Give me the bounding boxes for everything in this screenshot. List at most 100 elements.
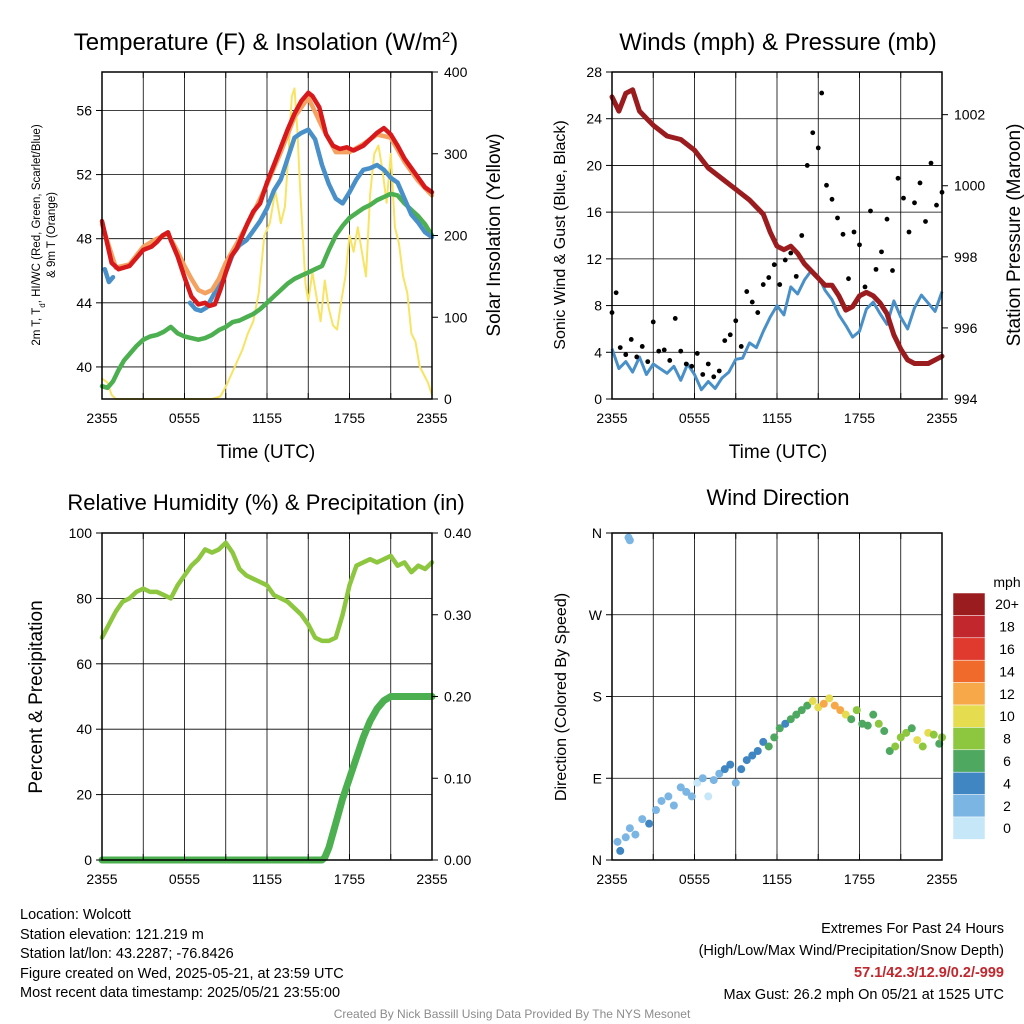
direction-point: [863, 721, 872, 730]
temp-xtick-4: 2355: [416, 410, 447, 426]
rh-ytick-right-3: 0.30: [444, 607, 471, 623]
rh-ytick-5: 100: [69, 525, 93, 541]
gust-point: [819, 90, 825, 96]
gust-point: [766, 275, 772, 280]
gust-point: [879, 249, 884, 255]
series-2m-t-line: [99, 90, 435, 309]
direction-point: [726, 760, 735, 769]
direction-point: [841, 710, 850, 719]
direction-ylabel-left: Direction (Colored By Speed): [553, 593, 570, 801]
extremes-title: Extremes For Past 24 Hours: [821, 921, 1004, 937]
direction-point: [775, 724, 784, 733]
gust-point: [824, 182, 829, 188]
wind-ytick-1: 4: [594, 344, 602, 360]
extremes-legend: (High/Low/Max Wind/Precipitation/Snow De…: [698, 943, 1004, 959]
temperature-grid: [102, 72, 432, 399]
humidity-grid: [102, 533, 432, 860]
direction-point: [704, 792, 713, 801]
colorbar-label-1: 18: [999, 619, 1015, 635]
gust-point: [928, 160, 934, 166]
gust-point: [901, 195, 906, 201]
figure-created: Figure created on Wed, 2025-05-21, at 23…: [20, 965, 344, 982]
rh-ytick-right-4: 0.40: [444, 525, 471, 541]
temperature-ylabel-left-line2: & 9m T (Orange): [46, 192, 58, 278]
wind-xtick-0: 2355: [596, 410, 627, 426]
wind-ytick-right-2: 998: [954, 249, 978, 265]
gust-point: [683, 361, 689, 367]
gust-point: [873, 266, 879, 272]
gust-point: [912, 200, 917, 206]
gust-point: [771, 262, 777, 268]
direction-point: [698, 774, 707, 783]
winds-series: [609, 87, 945, 392]
gust-point: [661, 347, 667, 353]
direction-point: [709, 776, 718, 785]
series-station-pressure-line: [609, 87, 945, 366]
winds-ylabel-right: Station Pressure (Maroon): [1004, 124, 1024, 347]
gust-point: [835, 215, 840, 221]
direction-point: [687, 792, 696, 801]
gust-point: [639, 344, 645, 349]
direction-point: [797, 706, 806, 715]
direction-point: [874, 719, 883, 728]
temp-ytick-0: 40: [76, 359, 92, 375]
series-sonic-wind-line: [610, 269, 944, 392]
dir-ytick-4: N: [592, 525, 602, 541]
rh-xtick-3: 1755: [334, 871, 365, 887]
temp-ytick-right-3: 300: [444, 146, 468, 162]
gust-point: [617, 345, 623, 351]
direction-point: [676, 783, 685, 792]
gust-point: [755, 310, 761, 315]
colorbar-swatch-7: [952, 749, 986, 773]
direction-grid: [612, 533, 942, 860]
direction-point: [918, 742, 927, 751]
direction-point: [880, 727, 889, 736]
rh-ytick-right-0: 0.00: [444, 852, 471, 868]
direction-point: [847, 715, 856, 724]
temp-ytick-right-0: 0: [444, 391, 452, 407]
temp-ytick-right-1: 100: [444, 309, 468, 325]
direction-title: Wind Direction: [706, 485, 849, 510]
speed-colorbar: 20+ 18 16 14 12 10 8 6 4 2 0: [952, 592, 1019, 840]
wind-xtick-4: 2355: [926, 410, 957, 426]
gust-point: [733, 318, 739, 324]
direction-point: [759, 737, 768, 746]
gust-point: [613, 290, 619, 296]
temperature-panel: Temperature (F) & Insolation (W/m2) 2355…: [31, 29, 505, 464]
direction-point: [819, 699, 828, 708]
gust-point: [700, 372, 706, 377]
temp-ytick-3: 52: [76, 167, 92, 183]
direction-point: [657, 796, 666, 805]
gust-point: [810, 130, 816, 136]
station-location: Location: Wolcott: [20, 907, 131, 923]
dir-ytick-1: E: [593, 770, 602, 786]
colorbar-label-8: 4: [1003, 775, 1011, 791]
gust-point: [895, 175, 901, 181]
direction-point: [731, 778, 740, 787]
colorbar-swatch-9: [952, 794, 986, 818]
colorbar-swatch-8: [952, 771, 986, 795]
direction-point: [770, 733, 779, 742]
wind-ytick-4: 16: [586, 204, 602, 220]
temperature-ylabel-right: Solar Insolation (Yellow): [484, 133, 505, 336]
temp-ytick-right-2: 200: [444, 228, 468, 244]
wind-ytick-right-4: 1002: [954, 107, 985, 123]
direction-point: [664, 792, 673, 801]
direction-point: [682, 787, 691, 796]
direction-point: [907, 724, 916, 733]
humidity-axes: 2355 0555 1155 1755 2355 0 20 40 60 80 100 0.00 0.10…: [69, 525, 472, 887]
gust-point: [804, 163, 810, 168]
colorbar-label-5: 10: [999, 708, 1015, 724]
gust-point: [862, 284, 868, 290]
temp-xtick-0: 2355: [86, 410, 117, 426]
series-td-line: [99, 191, 435, 391]
rh-xtick-4: 2355: [416, 871, 447, 887]
gust-point: [711, 374, 717, 380]
direction-point: [781, 719, 790, 728]
dir-xtick-1: 0555: [679, 871, 710, 887]
colorbar-label-0: 20+: [995, 596, 1019, 612]
direction-point: [737, 765, 746, 774]
direction-point: [929, 730, 938, 739]
direction-point: [638, 815, 647, 824]
